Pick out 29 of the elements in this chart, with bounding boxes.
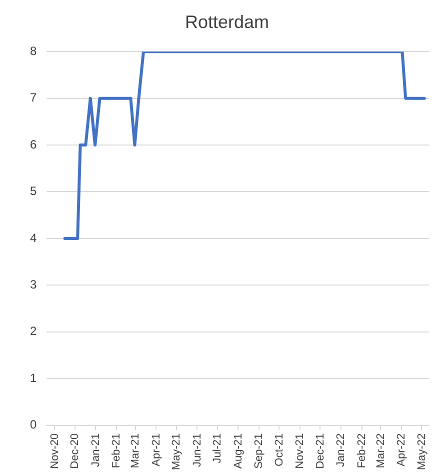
x-tick-label: Mar-21 [129,433,142,468]
x-tick-label: Dec-20 [68,433,81,469]
x-tick-label: Jan-21 [90,433,102,467]
y-tick-label: 4 [30,230,37,245]
x-tick-label: Apr-22 [396,433,408,466]
x-tick-label: Oct-21 [273,433,286,466]
x-tick-label: Mar-22 [374,433,387,468]
x-tick-label: May-22 [416,433,428,470]
x-tick-label: Sep-21 [253,433,266,469]
chart-title: Rotterdam [184,12,270,32]
y-tick-label: 1 [30,370,37,385]
y-tick-label: 0 [30,418,37,432]
y-tick-label: 6 [30,137,37,152]
x-tick-label: Feb-21 [110,433,123,468]
x-tick-label: Jan-22 [335,433,348,467]
x-tick-label: Apr-21 [150,433,162,466]
x-tick-label: Jul-21 [211,433,224,464]
y-tick-label: 3 [30,277,37,292]
x-tick-label: Feb-22 [356,433,368,468]
x-tick-label: May-21 [170,433,182,470]
y-tick-label: 7 [30,90,37,105]
x-tick-label: Dec-21 [314,433,326,469]
x-tick-label: Nov-20 [48,433,61,469]
y-tick-label: 5 [30,184,37,198]
x-tick-label: Jun-21 [191,433,204,467]
x-tick-label: Nov-21 [294,433,306,469]
y-tick-label: 2 [30,324,37,338]
x-tick-label: Aug-21 [232,433,244,469]
y-tick-label: 8 [30,44,37,58]
